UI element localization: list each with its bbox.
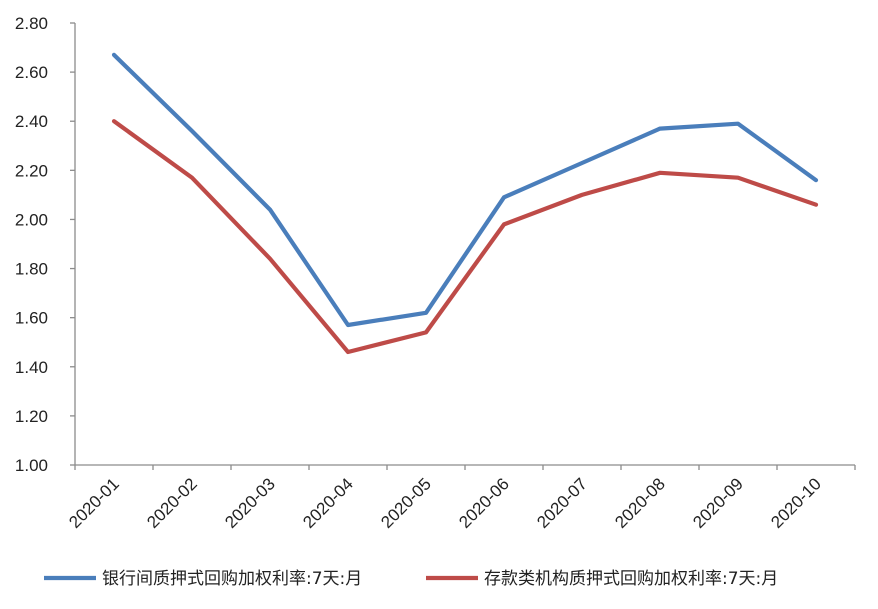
y-axis-ticks: 1.00 1.20 1.40 1.60 1.80 2.00 2.20 2.40 2.60 2.80 <box>15 14 75 475</box>
y-tick-label: 2.60 <box>15 63 48 82</box>
x-tick-label: 2020-06 <box>455 474 513 532</box>
y-tick-label: 1.80 <box>15 260 48 279</box>
x-tick-label: 2020-09 <box>689 474 747 532</box>
y-tick-label: 2.00 <box>15 210 48 229</box>
x-tick-label: 2020-04 <box>299 474 357 532</box>
series-line-1 <box>111 52 819 328</box>
x-tick-label: 2020-05 <box>377 474 435 532</box>
legend-label-series-1: 银行间质押式回购加权利率:7天:月 <box>102 569 362 589</box>
x-tick-label: 2020-02 <box>143 474 201 532</box>
x-tick-label: 2020-01 <box>65 474 123 532</box>
x-tick-label: 2020-03 <box>221 474 279 532</box>
x-tick-label: 2020-10 <box>767 474 825 532</box>
legend-label-series-2: 存款类机构质押式回购加权利率:7天:月 <box>484 569 778 589</box>
x-tick-label: 2020-07 <box>533 474 591 532</box>
series-lines <box>111 52 819 355</box>
x-tick-label: 2020-08 <box>611 474 669 532</box>
y-tick-label: 2.80 <box>15 14 48 33</box>
legend: 银行间质押式回购加权利率:7天:月 存款类机构质押式回购加权利率:7天:月 <box>44 569 778 589</box>
y-tick-label: 1.60 <box>15 309 48 328</box>
y-tick-label: 2.20 <box>15 161 48 180</box>
axes <box>74 23 855 466</box>
x-axis-ticks: 2020-01 2020-02 2020-03 2020-04 2020-05 2020-… <box>65 465 856 532</box>
y-tick-label: 1.00 <box>15 456 48 475</box>
series-line-2 <box>111 119 819 355</box>
y-tick-label: 1.20 <box>15 407 48 426</box>
y-tick-label: 1.40 <box>15 358 48 377</box>
y-tick-label: 2.40 <box>15 112 48 131</box>
